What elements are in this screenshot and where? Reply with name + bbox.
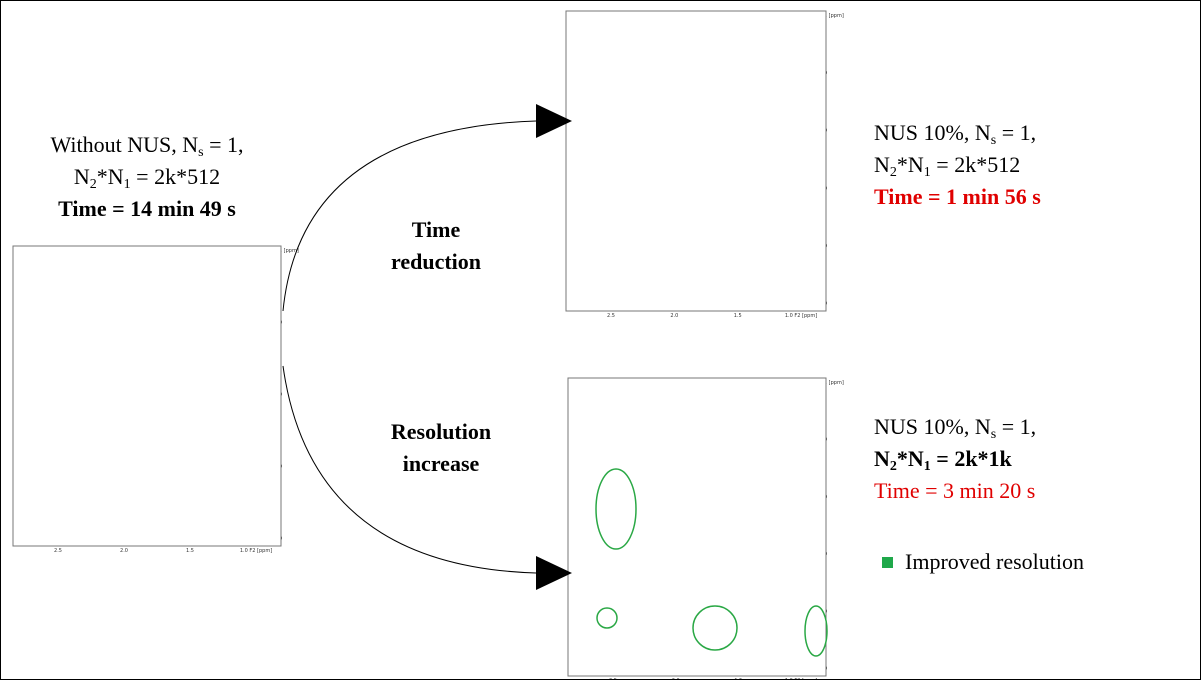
left-label: Without NUS, Ns = 1, N2*N1 = 2k*512 Time… <box>1 129 293 225</box>
text: Without NUS, N <box>51 132 199 157</box>
subscript: 1 <box>924 459 931 474</box>
line: NUS 10%, Ns = 1, <box>874 411 1036 443</box>
text: *N <box>97 164 124 189</box>
line: Without NUS, Ns = 1, <box>1 129 293 161</box>
line: Time <box>371 214 501 246</box>
line: increase <box>361 448 521 480</box>
subscript: 2 <box>90 177 97 192</box>
spectrum-frame <box>13 246 281 546</box>
x-tick-label: 2.0 <box>120 548 128 554</box>
text: N <box>874 152 890 177</box>
x-tick-label: 2.5 <box>607 313 615 319</box>
x-tick-label: 1.5 <box>186 548 194 554</box>
legend-label: Improved resolution <box>905 546 1084 578</box>
subscript: 2 <box>890 459 897 474</box>
line: N2*N1 = 2k*512 <box>1 161 293 193</box>
text: = 1, <box>996 414 1036 439</box>
text: NUS 10%, N <box>874 414 991 439</box>
figure: 6050403020F1 [ppm]1.0 F2 [ppm]1.52.02.56… <box>0 0 1201 680</box>
legend-swatch <box>882 557 893 568</box>
x-tick-label: 2.0 <box>670 313 678 319</box>
subscript: 1 <box>924 165 931 180</box>
text: N <box>74 164 90 189</box>
arrow-top-label: Time reduction <box>371 214 501 278</box>
text: = 2k*1k <box>931 446 1012 471</box>
subscript: 1 <box>124 177 131 192</box>
spectrum-frame <box>566 11 826 311</box>
x-tick-label: 1.0 F2 [ppm] <box>240 548 272 554</box>
line: Time = 14 min 49 s <box>1 193 293 225</box>
x-tick-label: 1.0 F2 [ppm] <box>785 313 817 319</box>
x-tick-label: 1.0 F2 [ppm] <box>785 678 817 679</box>
text: = 1, <box>204 132 244 157</box>
line: Time = 3 min 20 s <box>874 475 1036 507</box>
line: NUS 10%, Ns = 1, <box>874 117 1041 149</box>
arrowhead-bottom <box>536 556 572 590</box>
line: N2*N1 = 2k*512 <box>874 149 1041 181</box>
spectrum-frame <box>568 378 826 676</box>
text: N <box>874 446 890 471</box>
line: Resolution <box>361 416 521 448</box>
x-tick-label: 2.0 <box>672 678 680 679</box>
bottom-right-label: NUS 10%, Ns = 1, N2*N1 = 2k*1k Time = 3 … <box>874 411 1036 507</box>
text: *N <box>897 152 924 177</box>
x-tick-label: 1.5 <box>734 313 742 319</box>
arrow-bottom-label: Resolution increase <box>361 416 521 480</box>
top-right-label: NUS 10%, Ns = 1, N2*N1 = 2k*512 Time = 1… <box>874 117 1041 213</box>
text: = 2k*512 <box>931 152 1020 177</box>
text: NUS 10%, N <box>874 120 991 145</box>
line: reduction <box>371 246 501 278</box>
x-tick-label: 2.5 <box>609 678 617 679</box>
subscript: 2 <box>890 165 897 180</box>
x-tick-label: 1.5 <box>734 678 742 679</box>
line: N2*N1 = 2k*1k <box>874 443 1036 475</box>
text: *N <box>897 446 924 471</box>
line: Time = 1 min 56 s <box>874 181 1041 213</box>
text: = 1, <box>996 120 1036 145</box>
text: = 2k*512 <box>131 164 220 189</box>
x-tick-label: 2.5 <box>54 548 62 554</box>
